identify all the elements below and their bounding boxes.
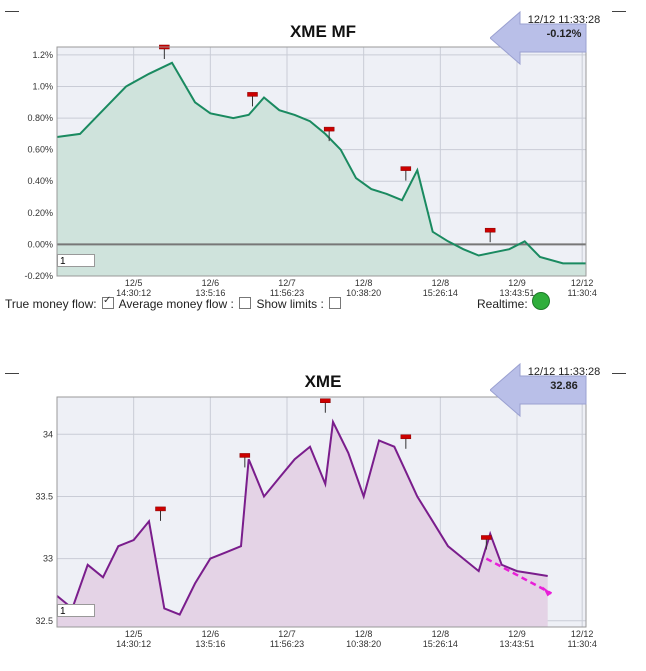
y-tick-label: 0.60% [27,145,53,155]
y-tick-label: 0.40% [27,176,53,186]
value-callout: 12/12 11:33:28 -0.12% [490,10,610,66]
y-tick-label: 0.20% [27,208,53,218]
trend-arrow-head [542,586,552,597]
y-tick-label: 0.00% [27,239,53,249]
minimize-dash-right[interactable]: — [612,2,626,18]
x-tick-date: 12/5 [125,278,143,288]
minimize-dash-left[interactable]: — [5,364,19,380]
x-tick-date: 12/5 [125,629,143,639]
series-line [56,418,548,616]
left-arrow-callout-icon [490,362,587,418]
x-tick-date: 12/8 [355,629,373,639]
x-tick-time: 11:56:23 [270,288,304,298]
minimize-dash-right[interactable]: — [612,364,626,380]
x-tick-date: 12/8 [432,629,450,639]
realtime-label: Realtime: [477,297,528,311]
x-tick-date: 12/7 [278,278,296,288]
event-marker-flag [400,434,412,440]
chart-title: XME MF [289,22,357,41]
x-tick-time: 11:30:4 [567,639,596,649]
average-money-flow-checkbox[interactable] [239,297,252,309]
x-tick-time: 13:5:16 [195,288,225,298]
series-area [57,62,586,276]
y-tick-label: 0.80% [27,113,53,123]
realtime-status-indicator[interactable] [532,292,550,310]
true-money-flow-label: True money flow: [5,297,97,311]
x-tick-time: 10:38:20 [346,288,381,298]
callout-value: -0.12% [546,28,582,40]
event-marker-flag [484,227,496,233]
x-tick-date: 12/8 [432,278,450,288]
x-tick-time: 14:30:12 [116,288,151,298]
plot-frame [56,46,587,277]
x-tick-date: 12/6 [202,629,220,639]
x-tick-time: 14:30:12 [116,639,151,649]
minimize-dash-left[interactable]: — [5,2,19,18]
show-limits-checkbox[interactable] [329,297,342,309]
y-tick-label: 1.2% [32,50,53,60]
true-money-flow-checkbox[interactable] [101,295,114,309]
x-tick-time: 11:56:23 [270,639,304,649]
money-flow-chart: -0.20% 0.00% 0.20% 0.40% 0.60% 0.80% 1.0% 1.2% 1… [24,44,597,298]
callout-value: 32.86 [550,380,578,392]
y-tick-label: 1.0% [32,81,53,91]
x-tick-date: 12/6 [202,278,220,288]
period-input[interactable]: 1 [57,604,95,617]
event-marker-flag [481,535,492,540]
x-tick-date: 12/9 [508,629,526,639]
x-tick-date: 12/8 [355,278,373,288]
event-marker-flag [320,398,331,403]
average-money-flow-label: Average money flow : [118,297,234,311]
x-tick-time: 13:43:51 [499,288,534,298]
show-limits-label: Show limits : [256,297,324,311]
y-tick-label: -0.20% [24,271,53,281]
value-callout: 12/12 11:33:28 32.86 [490,362,610,418]
y-tick-label: 32.5 [35,616,53,626]
x-tick-date: 12/9 [508,278,526,288]
series-area [57,421,548,627]
x-tick-time: 15:26:14 [423,639,458,649]
x-tick-time: 11:30:4 [567,288,596,298]
series-line [56,61,586,265]
event-marker-flag [323,126,335,132]
x-tick-date: 12/12 [571,629,594,639]
x-tick-date: 12/7 [278,629,296,639]
callout-timestamp: 12/12 11:33:28 [527,14,601,26]
callout-timestamp: 12/12 11:33:28 [527,366,601,378]
x-tick-time: 13:5:16 [195,639,225,649]
chart-title: XME [304,372,342,391]
money-flow-panel: — — XME MF -0.20% 0.00% 0.20% 0.40% 0.60% 0.8… [0,0,646,315]
event-marker-flag [239,453,251,458]
x-tick-time: 10:38:20 [346,639,381,649]
x-tick-date: 12/12 [571,278,594,288]
left-arrow-callout-icon [490,10,587,66]
chart-controls: True money flow: Average money flow : Sh… [5,295,343,311]
x-tick-time: 13:43:51 [499,639,534,649]
trend-arrow-line [485,557,553,595]
y-tick-label: 33 [43,554,53,564]
period-input[interactable]: 1 [57,254,95,267]
y-tick-label: 33.5 [35,491,53,501]
price-chart: 32.53333.53412/514:30:1212/613:5:1612/71… [35,396,597,649]
event-marker-flag [155,506,166,512]
y-tick-label: 34 [43,429,53,439]
x-tick-time: 15:26:14 [423,288,458,298]
plot-frame [56,396,587,628]
event-marker-flag [400,166,412,171]
event-marker-flag [247,92,258,97]
price-panel: — — XME 32.5 33 33.5 34 12/5 14:30:12 12/6 13:5… [0,362,646,671]
